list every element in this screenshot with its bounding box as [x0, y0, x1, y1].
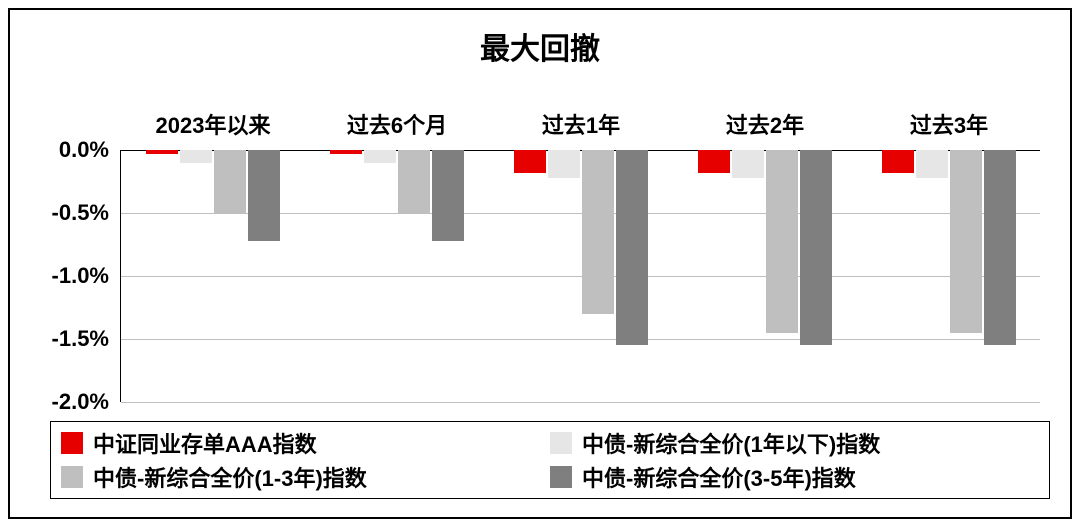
- bar: [146, 150, 178, 154]
- legend-swatch-2: [61, 466, 83, 488]
- category-label: 过去1年: [542, 108, 620, 140]
- category-label: 过去2年: [726, 108, 804, 140]
- legend-item-1: 中债-新综合全价(1年以下)指数: [550, 427, 1039, 459]
- bar: [984, 150, 1016, 345]
- bar: [514, 150, 546, 173]
- bar: [330, 150, 362, 154]
- bar: [364, 150, 396, 163]
- y-tick-label: -2.0%: [52, 389, 121, 415]
- legend-item-2: 中债-新综合全价(1-3年)指数: [61, 461, 550, 493]
- bar: [432, 150, 464, 241]
- y-tick-label: -0.5%: [52, 200, 121, 226]
- y-tick-label: 0.0%: [59, 137, 121, 163]
- category-label: 过去3年: [910, 108, 988, 140]
- bar: [248, 150, 280, 241]
- bar: [616, 150, 648, 345]
- legend-label-3: 中债-新综合全价(3-5年)指数: [582, 461, 856, 493]
- category-label: 过去6个月: [347, 108, 447, 140]
- bar: [882, 150, 914, 173]
- gridline: [121, 339, 1040, 340]
- bar: [582, 150, 614, 314]
- legend-swatch-1: [550, 432, 572, 454]
- gridline: [121, 402, 1040, 403]
- gridline: [121, 276, 1040, 277]
- legend: 中证同业存单AAA指数 中债-新综合全价(1年以下)指数 中债-新综合全价(1-…: [50, 421, 1050, 499]
- legend-label-0: 中证同业存单AAA指数: [93, 427, 317, 459]
- bar: [800, 150, 832, 345]
- plot-area: 0.0%-0.5%-1.0%-1.5%-2.0%2023年以来过去6个月过去1年…: [120, 150, 1040, 402]
- bar: [214, 150, 246, 213]
- bar: [916, 150, 948, 178]
- legend-label-1: 中债-新综合全价(1年以下)指数: [582, 427, 880, 459]
- bar: [180, 150, 212, 163]
- y-tick-label: -1.5%: [52, 326, 121, 352]
- legend-item-0: 中证同业存单AAA指数: [61, 427, 550, 459]
- legend-label-2: 中债-新综合全价(1-3年)指数: [93, 461, 367, 493]
- bar: [398, 150, 430, 213]
- bar: [766, 150, 798, 333]
- chart-title: 最大回撤: [10, 24, 1070, 68]
- bar: [732, 150, 764, 178]
- chart-frame: 最大回撤 0.0%-0.5%-1.0%-1.5%-2.0%2023年以来过去6个…: [8, 8, 1072, 519]
- bar: [548, 150, 580, 178]
- category-label: 2023年以来: [156, 108, 271, 140]
- bar: [698, 150, 730, 173]
- legend-swatch-0: [61, 432, 83, 454]
- bar: [950, 150, 982, 333]
- legend-swatch-3: [550, 466, 572, 488]
- legend-item-3: 中债-新综合全价(3-5年)指数: [550, 461, 1039, 493]
- y-tick-label: -1.0%: [52, 263, 121, 289]
